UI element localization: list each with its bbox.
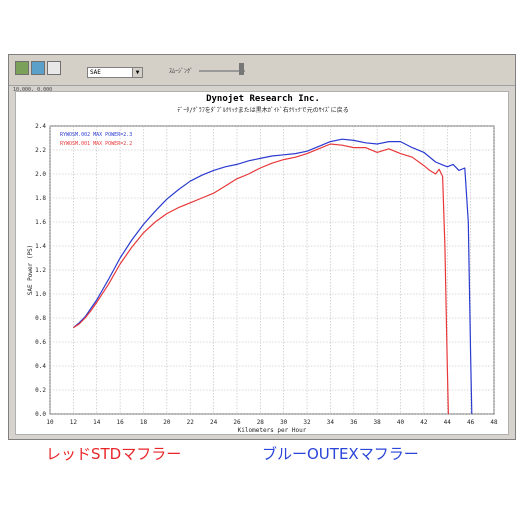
series-line-blue [73, 138, 473, 415]
y-tick-label: 0.6 [35, 339, 46, 346]
x-tick-label: 44 [444, 419, 452, 426]
x-tick-label: 48 [490, 419, 498, 426]
x-tick-label: 20 [163, 419, 171, 426]
x-tick-label: 16 [116, 419, 124, 426]
y-tick-label: 1.4 [35, 243, 46, 250]
y-tick-label: 1.8 [35, 195, 46, 202]
plot-panel: Dynojet Research Inc. ﾃﾞｰﾀ/ｸﾞﾗﾌをﾀﾞﾌﾞﾙｸﾘｯ… [15, 91, 509, 435]
x-tick-label: 28 [257, 419, 265, 426]
x-tick-label: 18 [140, 419, 148, 426]
y-tick-label: 0.2 [35, 387, 46, 394]
x-tick-label: 38 [374, 419, 382, 426]
x-tick-label: 36 [350, 419, 358, 426]
y-tick-label: 1.6 [35, 219, 46, 226]
y-tick-label: 0.8 [35, 315, 46, 322]
y-axis-label: SAE Power (PS) [27, 245, 34, 296]
x-tick-label: 34 [327, 419, 335, 426]
x-axis-label: Kilometers per Hour [238, 427, 307, 434]
y-tick-label: 0.0 [35, 411, 46, 418]
legend-entry: RYWOSM.001 MAX POWER=2.2 [60, 141, 132, 147]
x-tick-label: 30 [280, 419, 288, 426]
smoothing-slider-handle[interactable] [239, 63, 244, 75]
x-tick-label: 40 [397, 419, 405, 426]
series-line-red [73, 143, 449, 415]
x-tick-label: 42 [420, 419, 428, 426]
y-tick-label: 2.4 [35, 123, 46, 130]
grid-icon[interactable] [47, 61, 61, 75]
graph-icon[interactable] [31, 61, 45, 75]
legend-entry: RYWOSM.002 MAX POWER=2.3 [60, 132, 132, 138]
blue-outex-muffler-caption: ブルーOUTEXマフラー [262, 445, 419, 463]
chart-title: Dynojet Research Inc. [206, 94, 320, 104]
x-tick-label: 22 [187, 419, 195, 426]
x-tick-label: 26 [233, 419, 241, 426]
x-tick-label: 46 [467, 419, 475, 426]
y-tick-label: 2.0 [35, 171, 46, 178]
y-tick-label: 2.2 [35, 147, 46, 154]
y-tick-label: 1.0 [35, 291, 46, 298]
correction-select[interactable]: SAE ▼ [87, 67, 143, 78]
toolbar: SAE ▼ ｽﾑｰｼﾞﾝｸﾞ [9, 55, 515, 86]
smoothing-slider-track[interactable] [199, 70, 245, 72]
y-tick-label: 1.2 [35, 267, 46, 274]
correction-select-value: SAE [90, 69, 101, 76]
x-tick-label: 12 [70, 419, 78, 426]
x-tick-label: 10 [46, 419, 54, 426]
status-readout: 10,000, 0.000 [13, 87, 53, 93]
power-chart: 10 12 14 16 18 20 22 24 26 28 30 32 34 36 38 40 42 44 46 48… [27, 123, 498, 434]
smoothing-label: ｽﾑｰｼﾞﾝｸﾞ [169, 68, 194, 75]
chart-subtitle: ﾃﾞｰﾀ/ｸﾞﾗﾌをﾀﾞﾌﾞﾙｸﾘｯｸまたは黒木ｶﾞｲﾄﾞ右ｸﾘｯｸで元のｻｲｽ… [177, 107, 349, 114]
x-tick-label: 24 [210, 419, 218, 426]
red-std-muffler-caption: レッドSTDマフラー [46, 445, 182, 463]
x-tick-label: 14 [93, 419, 101, 426]
dyno-window: SAE ▼ ｽﾑｰｼﾞﾝｸﾞ 10,000, 0.000 Dynojet Res… [8, 54, 516, 440]
y-tick-label: 0.4 [35, 363, 46, 370]
x-tick-label: 32 [303, 419, 311, 426]
open-icon[interactable] [15, 61, 29, 75]
chevron-down-icon: ▼ [132, 68, 142, 77]
